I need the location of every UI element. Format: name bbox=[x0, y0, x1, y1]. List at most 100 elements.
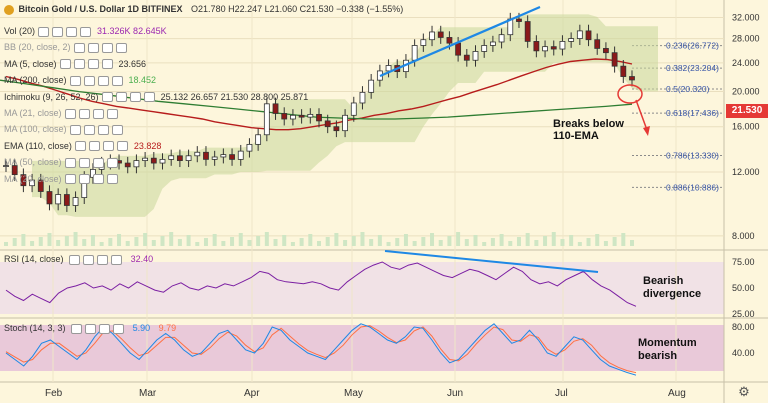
stoch-label[interactable]: Stoch (14, 3, 3) bbox=[4, 323, 66, 333]
volume-bar bbox=[143, 233, 148, 246]
candle-body bbox=[46, 191, 53, 205]
indicator-control-icon[interactable] bbox=[73, 43, 85, 54]
indicator-row[interactable]: BB (20, close, 2) bbox=[4, 41, 133, 54]
indicator-control-icon[interactable] bbox=[115, 92, 127, 103]
indicator-value: 23.828 bbox=[133, 140, 162, 151]
volume-bar bbox=[169, 232, 174, 246]
more-icon[interactable] bbox=[113, 323, 125, 334]
candle-body bbox=[72, 197, 79, 206]
indicator-control-icon[interactable] bbox=[87, 59, 99, 70]
indicator-control-icon[interactable] bbox=[97, 125, 109, 136]
indicator-control-icon[interactable] bbox=[78, 174, 90, 185]
indicator-control-icon[interactable] bbox=[64, 157, 76, 168]
indicator-control-icon[interactable] bbox=[59, 59, 71, 70]
volume-bar bbox=[4, 242, 8, 246]
indicator-control-icon[interactable] bbox=[101, 92, 113, 103]
volume-bar bbox=[282, 235, 287, 246]
volume-bar bbox=[525, 233, 530, 246]
indicator-row[interactable]: Vol (20) 31.326K 82.645K bbox=[4, 25, 167, 37]
indicator-row[interactable]: MA (20, close) bbox=[4, 173, 124, 185]
volume-bar bbox=[473, 235, 478, 246]
arrow-shaft bbox=[635, 99, 648, 131]
candle-body bbox=[11, 165, 18, 176]
indicator-control-icon[interactable] bbox=[115, 43, 127, 54]
volume-bar bbox=[551, 232, 556, 246]
indicator-control-icon[interactable] bbox=[78, 157, 90, 168]
indicator-control-icon[interactable] bbox=[74, 141, 86, 152]
gear-icon[interactable]: ⚙ bbox=[738, 384, 750, 399]
indicator-control-icon[interactable] bbox=[69, 75, 81, 86]
volume-bar bbox=[586, 238, 591, 246]
indicator-control-icon[interactable] bbox=[106, 157, 118, 168]
indicator-control-icon[interactable] bbox=[92, 108, 104, 119]
indicator-row[interactable]: MA (5, close) 23.656 bbox=[4, 58, 146, 70]
more-icon[interactable] bbox=[111, 254, 123, 265]
indicator-control-icon[interactable] bbox=[87, 43, 99, 54]
volume-bar bbox=[412, 241, 417, 246]
indicator-control-icon[interactable] bbox=[38, 26, 50, 37]
volume-bar bbox=[12, 238, 17, 246]
x-tick-label: Feb bbox=[45, 388, 63, 399]
rsi-label[interactable]: RSI (14, close) bbox=[4, 254, 64, 264]
indicator-control-icon[interactable] bbox=[80, 26, 92, 37]
indicator-control-icon[interactable] bbox=[102, 141, 114, 152]
volume-bar bbox=[134, 237, 139, 246]
indicator-control-icon[interactable] bbox=[66, 26, 78, 37]
indicator-control-icon[interactable] bbox=[64, 174, 76, 185]
y-tick-label: 20.000 bbox=[732, 87, 760, 97]
candle-body bbox=[203, 151, 209, 160]
indicator-control-icon[interactable] bbox=[52, 26, 64, 37]
indicator-control-icon[interactable] bbox=[92, 157, 104, 168]
volume-bar bbox=[82, 239, 87, 246]
indicator-label: Ichimoku (9, 26, 52, 26) bbox=[4, 91, 99, 102]
indicator-control-icon[interactable] bbox=[88, 141, 100, 152]
indicator-row[interactable]: MA (200, close) 18.452 bbox=[4, 74, 156, 86]
indicator-control-icon[interactable] bbox=[101, 59, 113, 70]
settings-icon[interactable] bbox=[85, 323, 97, 334]
eye-icon[interactable] bbox=[69, 254, 81, 265]
fib-level-label: 0.382(23.204) bbox=[666, 63, 719, 73]
stoch-d-value: 9.79 bbox=[158, 323, 177, 333]
indicator-label: MA (20, close) bbox=[4, 173, 62, 184]
stoch-d-line bbox=[5, 325, 637, 374]
settings-icon[interactable] bbox=[83, 254, 95, 265]
indicator-control-icon[interactable] bbox=[97, 75, 109, 86]
indicator-row[interactable]: MA (100, close) bbox=[4, 123, 129, 136]
indicator-control-icon[interactable] bbox=[111, 75, 123, 86]
indicator-control-icon[interactable] bbox=[106, 174, 118, 185]
indicator-control-icon[interactable] bbox=[143, 92, 155, 103]
indicator-control-icon[interactable] bbox=[83, 75, 95, 86]
volume-bar bbox=[395, 238, 400, 246]
volume-bar bbox=[621, 233, 626, 246]
volume-bar bbox=[64, 236, 69, 246]
indicator-control-icon[interactable] bbox=[101, 43, 113, 54]
indicator-row[interactable]: EMA (110, close) 23.828 bbox=[4, 140, 161, 152]
indicator-control-icon[interactable] bbox=[129, 92, 141, 103]
indicator-control-icon[interactable] bbox=[116, 141, 128, 152]
indicator-control-icon[interactable] bbox=[92, 174, 104, 185]
indicator-control-icon[interactable] bbox=[111, 125, 123, 136]
indicator-control-icon[interactable] bbox=[83, 125, 95, 136]
close-icon[interactable] bbox=[99, 323, 111, 334]
candle-body bbox=[159, 158, 166, 164]
volume-bar bbox=[430, 233, 435, 246]
indicator-control-icon[interactable] bbox=[73, 59, 85, 70]
trendline-price bbox=[379, 5, 541, 78]
close-icon[interactable] bbox=[97, 254, 109, 265]
symbol-title[interactable]: Bitcoin Gold / U.S. Dollar 1D BITFINEX bbox=[18, 4, 183, 14]
indicator-row[interactable]: Ichimoku (9, 26, 52, 26) 25.132 26.657 21… bbox=[4, 91, 308, 103]
indicator-control-icon[interactable] bbox=[64, 108, 76, 119]
indicator-row[interactable]: MA (50, close) bbox=[4, 156, 124, 168]
indicator-row[interactable]: MA (21, close) bbox=[4, 107, 124, 119]
eye-icon[interactable] bbox=[71, 323, 83, 334]
candle-body bbox=[3, 165, 9, 167]
rsi-tick-label: 50.00 bbox=[732, 283, 755, 293]
indicator-control-icon[interactable] bbox=[69, 125, 81, 136]
annotation-bearish-divergence: Bearish divergence bbox=[643, 275, 702, 300]
candle-body bbox=[211, 156, 218, 160]
volume-bar bbox=[230, 237, 235, 246]
indicator-control-icon[interactable] bbox=[106, 108, 118, 119]
indicator-control-icon[interactable] bbox=[78, 108, 90, 119]
